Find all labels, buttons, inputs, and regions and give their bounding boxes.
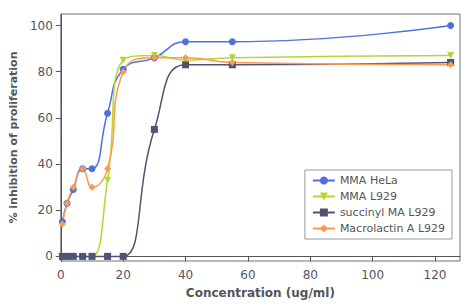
svg-text:100: 100 [361,268,384,282]
svg-text:40: 40 [178,268,193,282]
svg-text:40: 40 [38,157,53,171]
svg-text:0: 0 [45,249,53,263]
svg-text:20: 20 [116,268,131,282]
svg-text:% inhibition of proliferation: % inhibition of proliferation [7,51,20,223]
svg-text:succinyl MA L929: succinyl MA L929 [340,206,436,219]
svg-text:60: 60 [240,268,255,282]
svg-text:MMA L929: MMA L929 [340,190,397,203]
svg-text:Macrolactin A L929: Macrolactin A L929 [340,222,445,235]
svg-text:60: 60 [38,111,53,125]
svg-text:100: 100 [30,19,53,33]
svg-text:20: 20 [38,203,53,217]
svg-text:0: 0 [57,268,65,282]
svg-text:80: 80 [38,65,53,79]
svg-text:MMA HeLa: MMA HeLa [340,174,398,187]
svg-text:120: 120 [424,268,447,282]
svg-text:80: 80 [303,268,318,282]
svg-text:Concentration (ug/ml): Concentration (ug/ml) [186,286,335,300]
